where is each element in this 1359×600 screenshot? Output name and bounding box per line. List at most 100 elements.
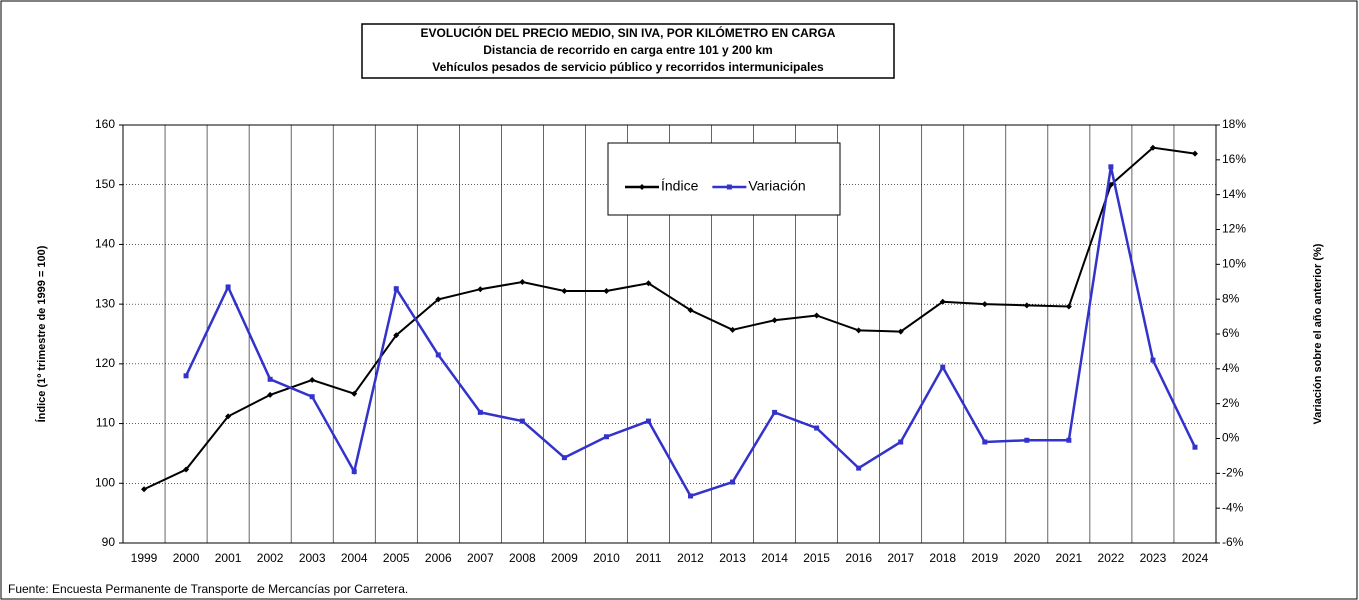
x-tick-label: 2002: [257, 551, 284, 565]
x-tick-label: 2009: [551, 551, 578, 565]
x-tick-label: 2011: [636, 551, 662, 565]
data-point: [435, 296, 442, 303]
x-tick-label: 2018: [929, 551, 956, 565]
x-tick-label: 2008: [509, 551, 536, 565]
data-point: [351, 390, 358, 397]
data-point: [519, 279, 526, 286]
data-point: [856, 465, 862, 471]
data-point: [141, 486, 148, 493]
data-point: [772, 409, 778, 415]
title-box: [361, 23, 895, 79]
x-tick-label: 1999: [131, 551, 158, 565]
data-point: [561, 288, 568, 295]
y-axis-title: Índice (1º trimestre de 1999 = 100): [35, 245, 48, 422]
y2-tick-label: -6%: [1222, 535, 1244, 549]
y2-tick-label: 8%: [1222, 291, 1240, 305]
data-point: [309, 376, 316, 383]
legend-marker: [726, 184, 732, 190]
data-point: [477, 409, 483, 415]
data-point: [477, 286, 484, 293]
x-tick-label: 2019: [971, 551, 998, 565]
x-tick-label: 2016: [845, 551, 872, 565]
data-point: [897, 328, 904, 335]
data-point: [183, 466, 190, 473]
y2-tick-label: 14%: [1222, 187, 1246, 201]
x-tick-label: 2013: [719, 551, 746, 565]
x-tick-label: 2020: [1013, 551, 1040, 565]
data-point: [982, 439, 988, 445]
data-point: [771, 317, 778, 324]
x-tick-label: 2021: [1056, 551, 1083, 565]
y2-tick-label: 0%: [1222, 431, 1240, 445]
y-tick-label: 120: [95, 356, 115, 370]
y2-tick-label: 6%: [1222, 326, 1240, 340]
x-tick-label: 2010: [593, 551, 620, 565]
data-point: [981, 301, 988, 308]
series-line: [143, 146, 1196, 491]
chart-subtitle: Vehículos pesados de servicio público y …: [432, 60, 824, 74]
data-point: [267, 376, 273, 382]
data-point: [855, 327, 862, 334]
data-point: [1192, 444, 1198, 450]
data-point: [309, 394, 315, 400]
y2-tick-label: -2%: [1222, 466, 1244, 480]
x-tick-label: 2015: [803, 551, 830, 565]
x-tick-label: 2001: [215, 551, 242, 565]
data-point: [939, 298, 946, 305]
data-point: [1066, 437, 1072, 443]
data-point: [645, 280, 652, 287]
data-point: [730, 479, 736, 485]
data-point: [393, 332, 400, 339]
data-point: [645, 418, 651, 424]
y2-tick-label: 12%: [1222, 222, 1246, 236]
y2-tick-label: -4%: [1222, 500, 1244, 514]
x-tick-label: 2006: [425, 551, 452, 565]
x-tick-label: 2017: [887, 551, 914, 565]
source-note: Fuente: Encuesta Permanente de Transport…: [8, 582, 408, 596]
data-point: [393, 286, 399, 292]
y2-tick-label: 16%: [1222, 152, 1246, 166]
y2-axis-title: Variación sobre el año anterior (%): [1312, 243, 1324, 424]
x-tick-label: 2005: [383, 551, 410, 565]
y-tick-label: 110: [96, 416, 115, 430]
data-point: [688, 493, 694, 499]
x-tick-label: 2004: [341, 551, 368, 565]
data-point: [435, 352, 441, 358]
x-tick-label: 2023: [1140, 551, 1167, 565]
data-point: [561, 455, 567, 461]
y2-tick-label: 10%: [1222, 257, 1246, 271]
legend-box: [607, 142, 841, 216]
chart-subtitle: Distancia de recorrido en carga entre 10…: [483, 43, 772, 57]
data-point: [813, 312, 820, 319]
y2-tick-label: 4%: [1222, 361, 1240, 375]
data-point: [1023, 302, 1030, 309]
data-point: [1149, 144, 1156, 151]
data-point: [729, 326, 736, 333]
data-point: [267, 391, 274, 398]
legend-label: Índice: [661, 178, 699, 194]
x-tick-label: 2022: [1098, 551, 1125, 565]
data-point: [940, 364, 946, 370]
y-tick-label: 150: [95, 177, 115, 191]
y2-tick-label: 18%: [1222, 117, 1246, 131]
data-point: [183, 373, 189, 379]
x-tick-label: 2007: [467, 551, 494, 565]
data-point: [225, 413, 232, 420]
data-point: [1024, 437, 1030, 443]
data-point: [687, 307, 694, 314]
y-tick-label: 160: [95, 117, 115, 131]
y-tick-label: 100: [95, 475, 115, 489]
data-point: [603, 288, 610, 295]
y2-tick-label: 2%: [1222, 396, 1240, 410]
data-point: [1108, 164, 1114, 170]
x-tick-label: 2003: [299, 551, 326, 565]
y-tick-label: 130: [95, 296, 115, 310]
data-point: [814, 425, 820, 431]
data-point: [225, 284, 231, 290]
x-tick-label: 2012: [677, 551, 704, 565]
chart-title: EVOLUCIÓN DEL PRECIO MEDIO, SIN IVA, POR…: [421, 25, 836, 40]
data-point: [519, 418, 525, 424]
x-tick-label: 2014: [761, 551, 788, 565]
y-tick-label: 90: [102, 535, 116, 549]
